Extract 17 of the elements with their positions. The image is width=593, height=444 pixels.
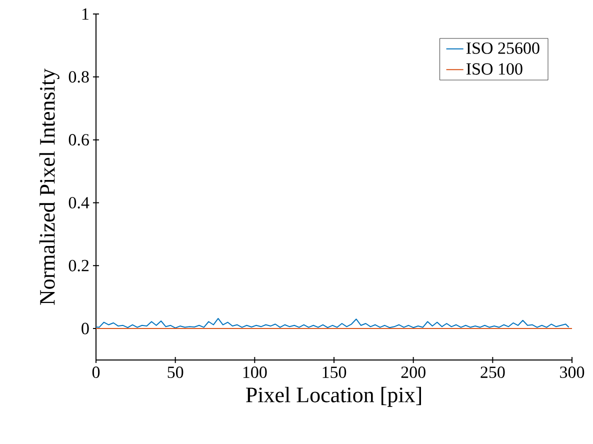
legend-label: ISO 100 — [466, 63, 522, 75]
y-tick-label: 0.2 — [68, 260, 89, 272]
x-tick-label: 250 — [480, 366, 505, 378]
y-tick-label: 1 — [82, 8, 88, 20]
x-tick-label: 200 — [401, 366, 426, 378]
y-tick-label: 0.4 — [68, 196, 90, 208]
x-tick-label: 150 — [322, 366, 346, 378]
x-tick-label: 0 — [92, 366, 100, 378]
y-tick-label: 0.8 — [68, 71, 89, 83]
y-axis-title: Normalized Pixel Intensity — [39, 68, 60, 305]
x-tick-label: 300 — [560, 366, 584, 378]
y-tick-label: 0.6 — [68, 134, 89, 146]
x-tick-label: 100 — [243, 366, 267, 378]
x-axis-title: Pixel Location [pix] — [246, 386, 421, 407]
x-tick-label: 50 — [168, 366, 184, 378]
legend-label: ISO 25600 — [466, 42, 540, 54]
y-tick-label: 0 — [82, 322, 89, 334]
